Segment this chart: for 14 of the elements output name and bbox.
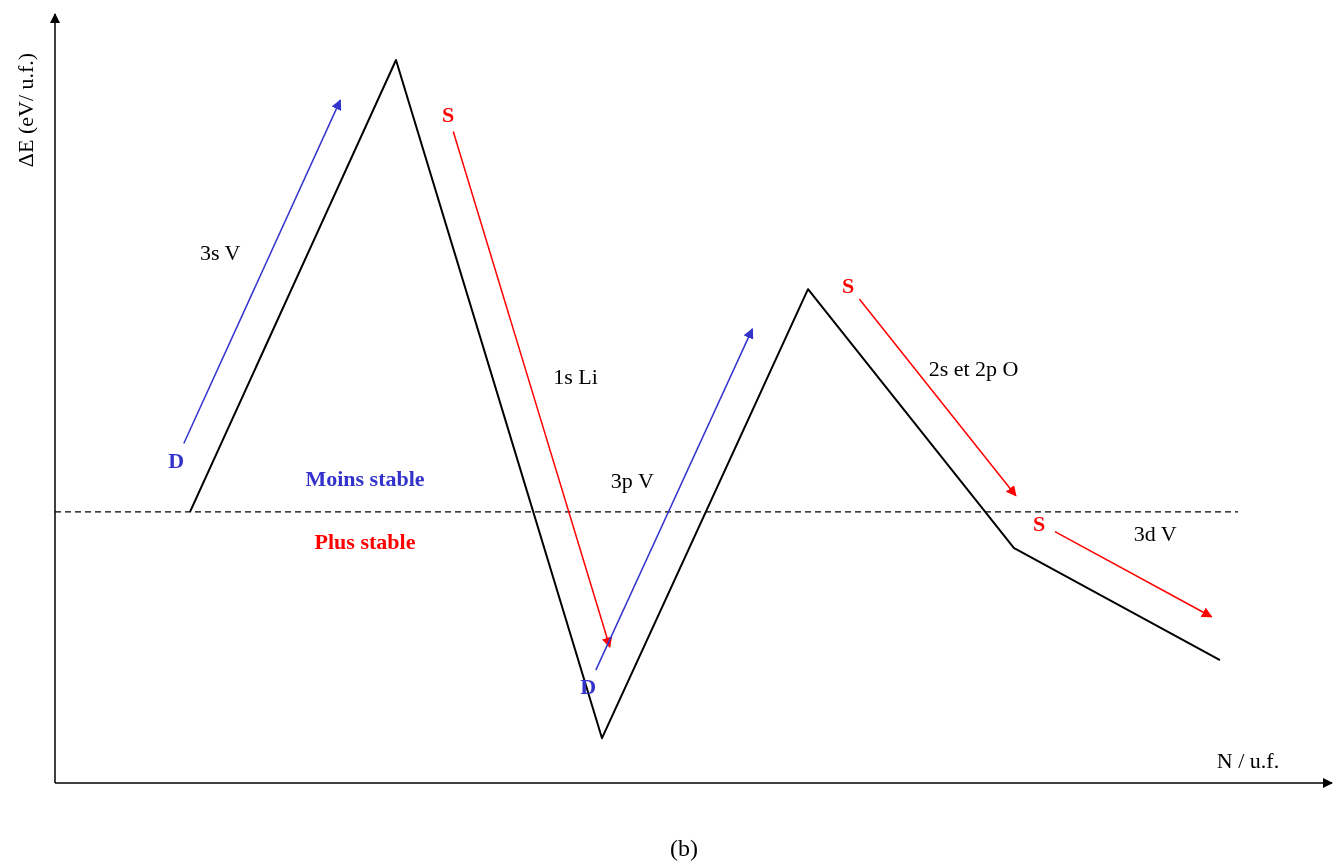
annotation: Plus stable bbox=[314, 528, 416, 554]
annotation: 3p V bbox=[610, 468, 654, 494]
annotation: 1s Li bbox=[553, 363, 598, 389]
annotation: S bbox=[1033, 510, 1046, 536]
annotation: 3d V bbox=[1133, 521, 1177, 547]
x-axis-title: N / u.f. bbox=[1216, 748, 1280, 773]
annotation: 2s et 2p O bbox=[928, 356, 1019, 382]
y-axis-title: ΔE (eV/ u.f.) bbox=[13, 52, 38, 168]
annotation: S bbox=[441, 101, 455, 127]
annotation: D bbox=[168, 447, 185, 473]
annotation: Moins stable bbox=[305, 465, 425, 491]
annotation: 3s V bbox=[199, 240, 241, 266]
text: (b) bbox=[670, 835, 698, 862]
annotation: S bbox=[841, 272, 855, 298]
